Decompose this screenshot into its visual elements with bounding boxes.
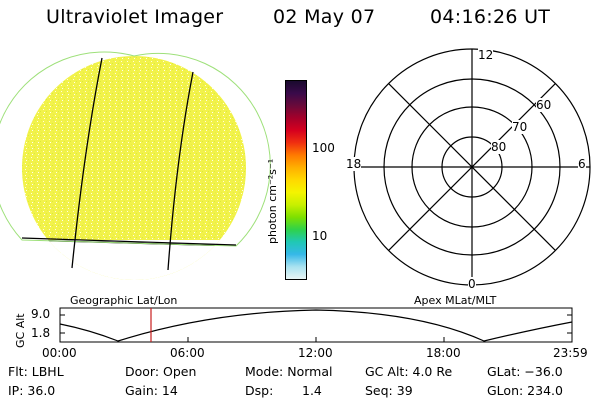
altitude-axis-title: GC Alt xyxy=(14,313,27,348)
altitude-curve xyxy=(59,309,573,342)
time-tick-1800: 18:00 xyxy=(426,346,461,360)
lat-label-80: 80 xyxy=(491,140,507,154)
longitude-line-2 xyxy=(167,71,194,271)
geographic-caption: Geographic Lat/Lon xyxy=(70,294,178,307)
mode-info: Mode: Normal xyxy=(245,364,333,379)
time-tick-0000: 00:00 xyxy=(42,346,77,360)
altitude-tick-high: 9.0 xyxy=(31,307,51,321)
instrument-title: Ultraviolet Imager xyxy=(46,6,224,28)
seq-info: Seq: 39 xyxy=(365,383,413,398)
mlt-label-12: 12 xyxy=(478,48,494,62)
mlt-label-18: 18 xyxy=(346,157,362,171)
gc-alt-info: GC Alt: 4.0 Re xyxy=(365,364,453,379)
date-label: 02 May 07 xyxy=(273,6,376,28)
colorbar-tick-10: 10 xyxy=(312,229,328,243)
time-tick-2359: 23:59 xyxy=(553,346,588,360)
ip-info: IP: 36.0 xyxy=(8,383,56,398)
colorbar-tick-100: 100 xyxy=(312,141,335,155)
glat-info: GLat: −36.0 xyxy=(487,364,563,379)
longitude-line-1 xyxy=(71,57,103,269)
lat-label-60: 60 xyxy=(536,98,552,112)
dsp-value: 1.4 xyxy=(302,383,322,398)
earth-disk xyxy=(22,56,246,280)
colorbar xyxy=(285,80,307,280)
altitude-tick-low: 1.8 xyxy=(31,326,51,340)
dsp-info: Dsp: xyxy=(245,383,274,398)
door-info: Door: Open xyxy=(125,364,197,379)
mlt-label-6: 6 xyxy=(578,157,586,171)
glon-info: GLon: 234.0 xyxy=(487,383,563,398)
apex-caption: Apex MLat/MLT xyxy=(414,294,497,307)
gain-info: Gain: 14 xyxy=(125,383,178,398)
mlt-label-0: 0 xyxy=(468,277,476,291)
time-tick-0600: 06:00 xyxy=(170,346,205,360)
latitude-line xyxy=(21,237,237,246)
time-tick-1200: 12:00 xyxy=(298,346,333,360)
lat-label-70: 70 xyxy=(512,120,528,134)
filter-info: Flt: LBHL xyxy=(8,364,64,379)
time-label: 04:16:26 UT xyxy=(430,6,551,28)
